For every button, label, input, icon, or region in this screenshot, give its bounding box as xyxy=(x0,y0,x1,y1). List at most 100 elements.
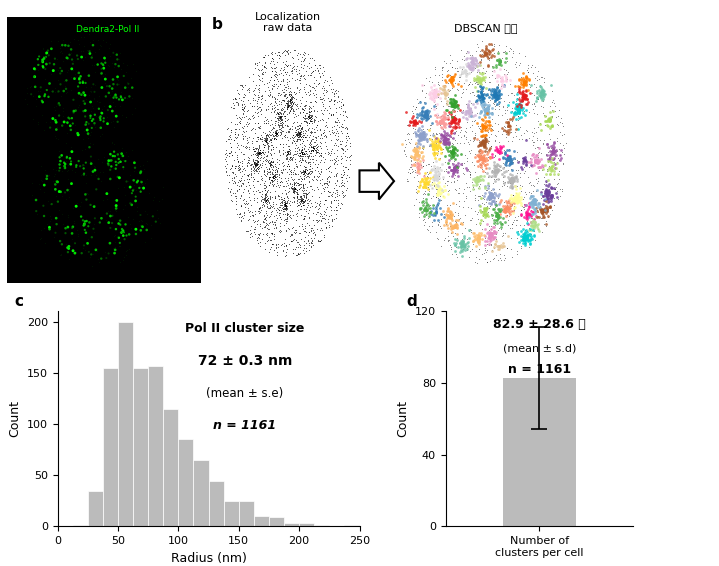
Point xyxy=(237,135,249,144)
Point xyxy=(249,160,261,169)
Point xyxy=(299,188,311,198)
Point xyxy=(480,104,492,113)
Point xyxy=(51,55,63,64)
Point xyxy=(524,153,536,162)
Point xyxy=(456,123,467,132)
Point xyxy=(485,152,496,161)
Point xyxy=(441,135,453,144)
Point xyxy=(335,104,347,113)
Point xyxy=(551,137,562,146)
Point xyxy=(267,132,279,141)
Point xyxy=(496,219,508,228)
Point xyxy=(502,202,513,211)
Point xyxy=(252,149,263,158)
Point xyxy=(311,216,323,225)
Point xyxy=(436,241,447,250)
Point xyxy=(548,155,559,164)
Point xyxy=(87,250,99,259)
Point xyxy=(297,155,308,164)
Point xyxy=(301,246,312,255)
Point xyxy=(477,147,488,156)
Point xyxy=(428,89,439,98)
Point xyxy=(270,80,282,89)
Point xyxy=(299,179,311,188)
Point xyxy=(300,142,311,151)
Point xyxy=(476,91,487,100)
Point xyxy=(520,234,531,243)
Point xyxy=(280,198,291,207)
Point xyxy=(497,230,508,239)
Point xyxy=(471,74,482,83)
Point xyxy=(483,84,495,93)
Point xyxy=(32,117,44,126)
Point xyxy=(423,179,434,188)
Point xyxy=(479,125,490,134)
Point xyxy=(275,140,286,149)
Point xyxy=(529,199,541,208)
Point xyxy=(531,206,542,215)
Point xyxy=(421,109,432,118)
Point xyxy=(440,90,452,99)
Point xyxy=(474,76,485,85)
Point xyxy=(288,185,299,194)
Point xyxy=(82,235,93,244)
Point xyxy=(452,188,464,198)
Point xyxy=(267,172,279,181)
Point xyxy=(431,175,443,185)
Point xyxy=(62,247,73,256)
Point xyxy=(449,118,461,127)
Point xyxy=(503,204,514,213)
Point xyxy=(541,206,552,215)
Point xyxy=(324,96,336,105)
Point xyxy=(459,127,470,136)
Point xyxy=(329,195,340,204)
Point xyxy=(448,164,459,173)
Point xyxy=(456,252,467,261)
Point xyxy=(483,121,495,130)
Point xyxy=(416,136,427,145)
Point xyxy=(445,109,457,118)
Point xyxy=(257,195,268,204)
Point xyxy=(408,118,420,127)
Point xyxy=(260,207,272,216)
Point xyxy=(549,147,560,156)
Point xyxy=(412,138,423,147)
Point xyxy=(305,102,316,112)
Point xyxy=(429,175,440,184)
Point xyxy=(510,107,521,116)
Point xyxy=(486,191,498,200)
Point xyxy=(244,225,256,234)
Point xyxy=(129,163,141,172)
Point xyxy=(262,220,273,229)
Point xyxy=(464,108,475,117)
Point xyxy=(420,187,431,196)
Point xyxy=(413,110,424,119)
Point xyxy=(488,187,500,196)
Point xyxy=(515,169,526,178)
Point xyxy=(516,199,527,208)
Point xyxy=(273,206,285,215)
Point xyxy=(481,210,493,219)
Point xyxy=(467,62,479,71)
Point xyxy=(275,130,286,139)
Point xyxy=(420,110,431,119)
Point xyxy=(439,135,451,144)
Point xyxy=(290,185,302,194)
Point xyxy=(283,127,294,136)
Point xyxy=(290,136,301,145)
Point xyxy=(442,186,454,195)
Point xyxy=(472,142,484,151)
Point xyxy=(269,174,280,183)
Point xyxy=(259,185,270,194)
Point xyxy=(449,164,460,173)
Point xyxy=(475,75,486,84)
Point xyxy=(475,131,487,140)
Point xyxy=(435,183,446,192)
Point xyxy=(295,102,306,111)
Point xyxy=(501,243,513,252)
Point xyxy=(437,136,449,145)
Point xyxy=(84,49,96,58)
Point xyxy=(29,64,40,73)
Point xyxy=(254,207,265,216)
Point xyxy=(488,84,500,93)
